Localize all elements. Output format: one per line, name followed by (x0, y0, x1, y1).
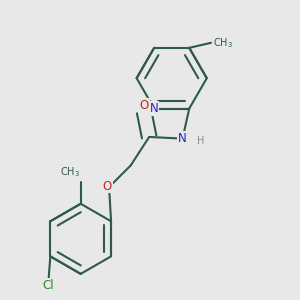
Text: Cl: Cl (43, 279, 55, 292)
Text: N: N (178, 132, 187, 145)
Text: N: N (150, 102, 158, 115)
Text: H: H (196, 136, 204, 146)
Text: O: O (103, 179, 112, 193)
Text: O: O (140, 99, 149, 112)
Text: CH$_3$: CH$_3$ (213, 36, 233, 50)
Text: CH$_3$: CH$_3$ (60, 165, 80, 179)
